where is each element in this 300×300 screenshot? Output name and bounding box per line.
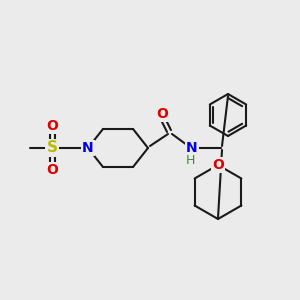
Text: O: O: [46, 163, 58, 177]
Text: H: H: [185, 154, 195, 166]
Text: N: N: [186, 141, 198, 155]
Text: S: S: [46, 140, 58, 155]
Text: O: O: [46, 119, 58, 133]
Text: O: O: [212, 158, 224, 172]
Text: O: O: [156, 107, 168, 121]
Text: N: N: [82, 141, 94, 155]
